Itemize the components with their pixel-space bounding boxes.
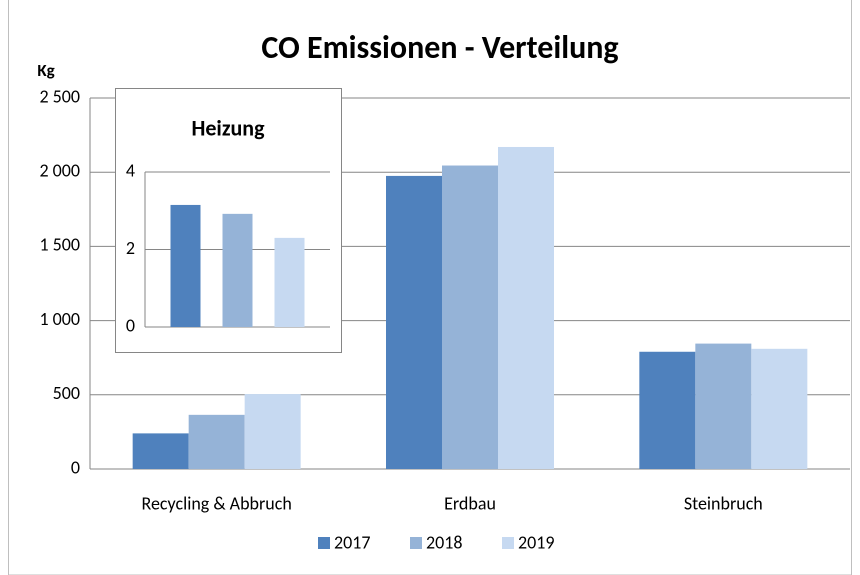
y-tick-label: 2 <box>126 237 135 259</box>
legend-swatch <box>410 537 422 549</box>
bar <box>132 433 189 469</box>
bar <box>274 237 305 327</box>
inset-title: Heizung <box>191 114 265 141</box>
legend-swatch <box>318 537 330 549</box>
x-tick-label: Steinbruch <box>684 492 763 514</box>
legend-label: 2018 <box>426 531 463 553</box>
y-tick-label: 1 500 <box>39 234 80 256</box>
bar <box>751 348 808 469</box>
y-tick-label: 1 000 <box>39 308 80 330</box>
bar <box>188 414 245 469</box>
y-tick-label: 4 <box>126 159 135 181</box>
bar <box>170 204 201 327</box>
bar <box>386 175 442 469</box>
legend-swatch <box>502 537 514 549</box>
x-tick-label: Recycling & Abbruch <box>142 492 292 514</box>
bar <box>222 213 253 327</box>
bar <box>498 146 554 470</box>
bar <box>695 343 752 469</box>
bar <box>639 351 696 469</box>
bar <box>244 394 301 469</box>
y-axis-title: Kg <box>37 60 54 81</box>
legend-label: 2019 <box>518 531 555 553</box>
y-tick-label: 500 <box>53 382 80 404</box>
chart-title: CO Emissionen - Verteilung <box>261 28 618 67</box>
bar <box>442 165 498 469</box>
y-tick-label: 0 <box>71 456 80 478</box>
legend-label: 2017 <box>334 531 371 553</box>
x-tick-label: Erdbau <box>444 492 496 514</box>
y-tick-label: 0 <box>126 314 135 336</box>
y-tick-label: 2 500 <box>39 85 80 107</box>
y-tick-label: 2 000 <box>39 159 80 181</box>
